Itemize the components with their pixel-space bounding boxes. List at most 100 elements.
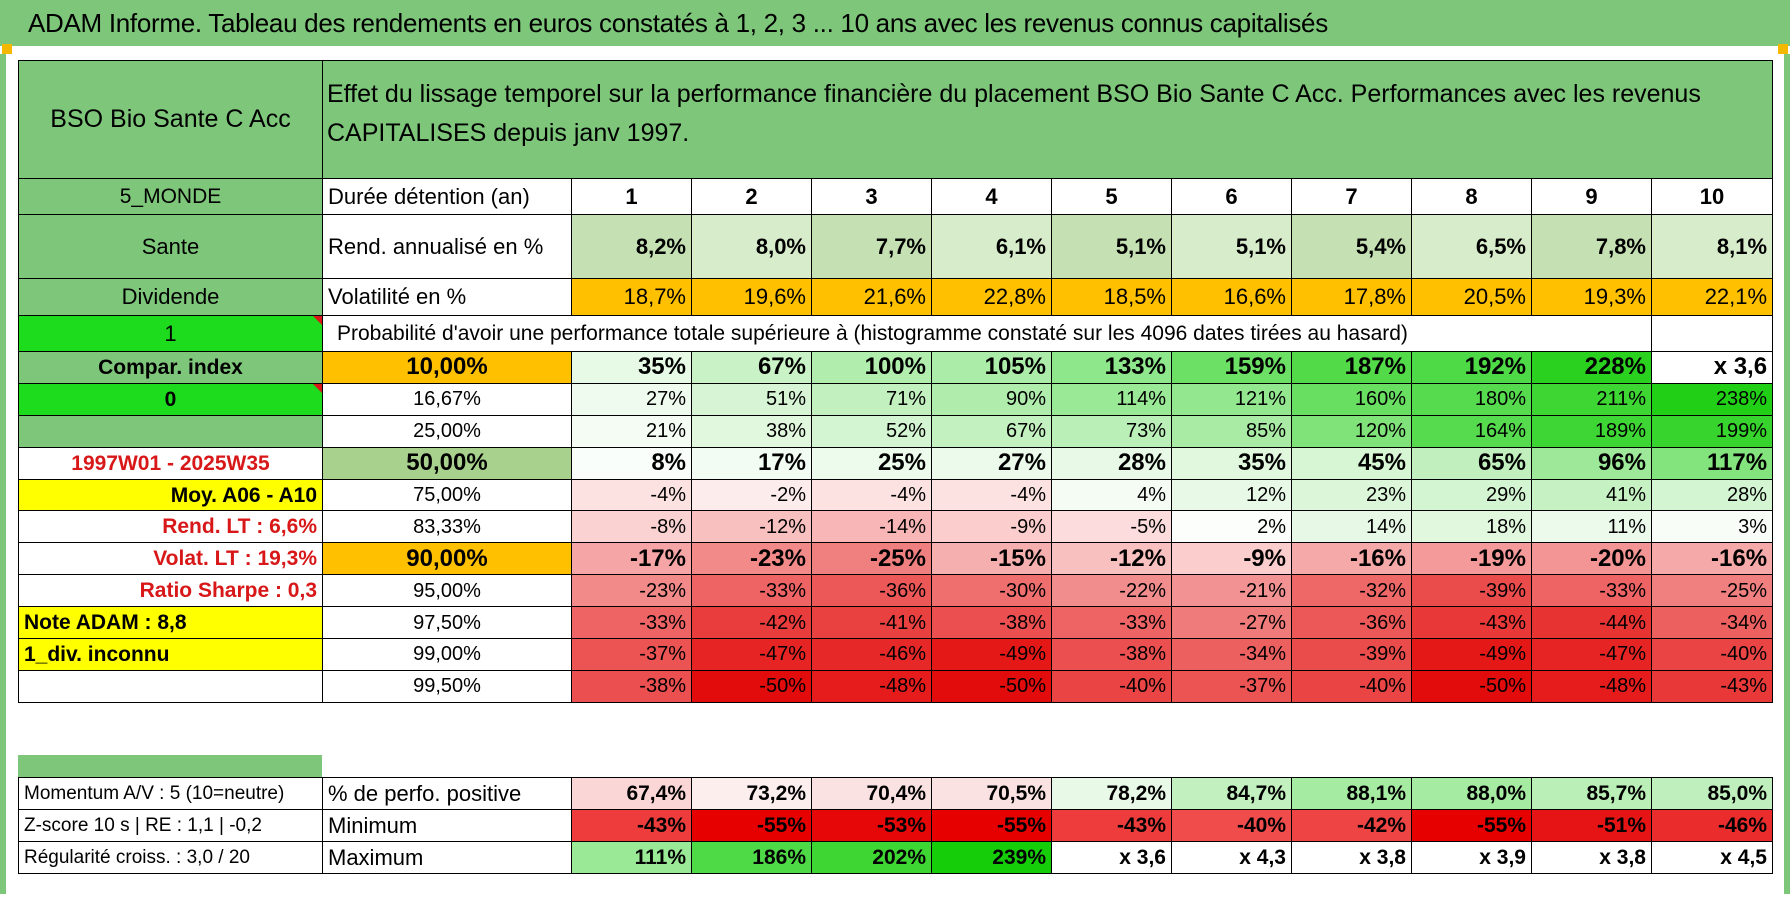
summary-row: Z-score 10 s | RE : 1,1 | -0,2 Minimum -43… bbox=[18, 809, 1773, 842]
quantile-value: -9% bbox=[931, 510, 1052, 544]
sharpe-ratio: Ratio Sharpe : 0,3 bbox=[18, 574, 323, 608]
summary-value: -55% bbox=[1411, 809, 1532, 842]
quantile-label: 75,00% bbox=[322, 478, 572, 512]
quantile-value: 199% bbox=[1650, 414, 1774, 448]
quantile-value: 18% bbox=[1411, 510, 1532, 544]
quantile-label: 95,00% bbox=[322, 574, 572, 608]
quantile-value: 114% bbox=[1051, 382, 1172, 416]
quantile-value: -14% bbox=[811, 510, 932, 544]
quantile-value: 28% bbox=[1051, 446, 1172, 480]
summary-value: 84,7% bbox=[1171, 777, 1292, 810]
corner-marker bbox=[2, 44, 12, 54]
quantile-value: -4% bbox=[811, 478, 932, 512]
quantile-value: -46% bbox=[811, 638, 932, 671]
summary-value: 88,0% bbox=[1411, 777, 1532, 810]
summary-indicator: Momentum A/V : 5 (10=neutre) bbox=[18, 777, 323, 810]
quantile-value: -4% bbox=[571, 478, 692, 512]
summary-value: 202% bbox=[811, 841, 932, 874]
quantile-label: 90,00% bbox=[322, 542, 572, 576]
summary-value: 70,4% bbox=[811, 777, 932, 810]
summary-value: 88,1% bbox=[1291, 777, 1412, 810]
report-title: ADAM Informe. Tableau des rendements en … bbox=[28, 8, 1328, 38]
quantile-value: 27% bbox=[571, 382, 692, 416]
quantile-value: -34% bbox=[1650, 606, 1774, 640]
quantile-value: 120% bbox=[1291, 414, 1412, 448]
quantile-value: -23% bbox=[571, 574, 692, 608]
volatility-value: 16,6% bbox=[1171, 278, 1292, 316]
quantile-value: 85% bbox=[1171, 414, 1292, 448]
quantile-value: -43% bbox=[1411, 606, 1532, 640]
quantile-value: -50% bbox=[931, 669, 1052, 703]
volatility-value: 18,7% bbox=[571, 278, 692, 316]
quantile-value: 35% bbox=[571, 351, 692, 384]
quantile-row: Volat. LT : 19,3% 90,00% -17% -23% -25% -15% -… bbox=[18, 542, 1774, 576]
quantile-value: -22% bbox=[1051, 574, 1172, 608]
quantile-value: 90% bbox=[931, 382, 1052, 416]
summary-value: -43% bbox=[1051, 809, 1172, 842]
summary-value: 111% bbox=[571, 841, 692, 874]
summary-row: Régularité croiss. : 3,0 / 20 Maximum 111%… bbox=[18, 841, 1773, 874]
quantile-value: -33% bbox=[1531, 574, 1652, 608]
annualized-return-value: 5,1% bbox=[1171, 214, 1292, 279]
quantile-value: 228% bbox=[1531, 351, 1652, 384]
quantile-value: 67% bbox=[691, 351, 812, 384]
summary-value: 85,7% bbox=[1531, 777, 1652, 810]
income-type-label: Dividende bbox=[18, 278, 323, 316]
holding-year-10: 10 bbox=[1650, 178, 1774, 215]
holding-year-1: 1 bbox=[571, 178, 692, 215]
quantile-value: 159% bbox=[1171, 351, 1292, 384]
quantile-row: Moy. A06 - A10 75,00% -4% -2% -4% -4% 4% 12% 23%… bbox=[18, 478, 1774, 512]
annualized-return-value: 8,2% bbox=[571, 214, 692, 279]
quantile-value: -25% bbox=[811, 542, 932, 576]
quantile-label: 99,00% bbox=[322, 638, 572, 671]
summary-indicator: Régularité croiss. : 3,0 / 20 bbox=[18, 841, 323, 874]
quantile-value: -49% bbox=[1411, 638, 1532, 671]
index-selector-0[interactable]: 0 bbox=[18, 382, 323, 416]
quantile-value: -34% bbox=[1171, 638, 1292, 671]
volatility-value: 18,5% bbox=[1051, 278, 1172, 316]
quantile-value: 27% bbox=[931, 446, 1052, 480]
quantile-value: -2% bbox=[691, 478, 812, 512]
quantile-value: -23% bbox=[691, 542, 812, 576]
quantile-value: -48% bbox=[1531, 669, 1652, 703]
quantile-value: 21% bbox=[571, 414, 692, 448]
quantile-value: -15% bbox=[931, 542, 1052, 576]
quantile-value: 105% bbox=[931, 351, 1052, 384]
holding-year-5: 5 bbox=[1051, 178, 1172, 215]
volatility-value: 20,5% bbox=[1411, 278, 1532, 316]
quantile-row: 0 16,67% 27% 51% 71% 90% 114% 121% 160% 180% 211% 2… bbox=[18, 382, 1774, 416]
quantile-value: -25% bbox=[1650, 574, 1774, 608]
quantile-value: 29% bbox=[1411, 478, 1532, 512]
corner-marker bbox=[1778, 44, 1788, 54]
quantile-value: -49% bbox=[931, 638, 1052, 671]
annualized-return-value: 6,5% bbox=[1411, 214, 1532, 279]
quantile-value: -19% bbox=[1411, 542, 1532, 576]
quantile-value: -33% bbox=[1051, 606, 1172, 640]
quantile-value: 8% bbox=[571, 446, 692, 480]
blank-cell bbox=[18, 414, 323, 448]
quantile-row: 1_div. inconnu 99,00% -37% -47% -46% -49% -38%… bbox=[18, 638, 1774, 671]
holding-year-6: 6 bbox=[1171, 178, 1292, 215]
annualized-return-value: 7,7% bbox=[811, 214, 932, 279]
quantile-value: -12% bbox=[1051, 542, 1172, 576]
quantile-value: 73% bbox=[1051, 414, 1172, 448]
summary-value: x 4,5 bbox=[1651, 841, 1773, 874]
holding-year-4: 4 bbox=[931, 178, 1052, 215]
summary-row: Momentum A/V : 5 (10=neutre)% de perfo. … bbox=[18, 777, 1773, 810]
quantile-value: 38% bbox=[691, 414, 812, 448]
holding-year-9: 9 bbox=[1531, 178, 1652, 215]
sector-label: Sante bbox=[18, 214, 323, 279]
quantile-value: 51% bbox=[691, 382, 812, 416]
index-selector-1[interactable]: 1 bbox=[18, 315, 323, 352]
quantile-value: 65% bbox=[1411, 446, 1532, 480]
annualized-return-value: 7,8% bbox=[1531, 214, 1652, 279]
index-selector-1-value: 1 bbox=[164, 320, 177, 346]
summary-value: x 3,6 bbox=[1051, 841, 1172, 874]
quantile-value: -36% bbox=[1291, 606, 1412, 640]
quantile-value: -50% bbox=[691, 669, 812, 703]
volatility-value: 19,6% bbox=[691, 278, 812, 316]
quantile-value: 17% bbox=[691, 446, 812, 480]
quantile-value: -41% bbox=[811, 606, 932, 640]
summary-value: x 3,8 bbox=[1291, 841, 1412, 874]
quantile-value: -21% bbox=[1171, 574, 1292, 608]
